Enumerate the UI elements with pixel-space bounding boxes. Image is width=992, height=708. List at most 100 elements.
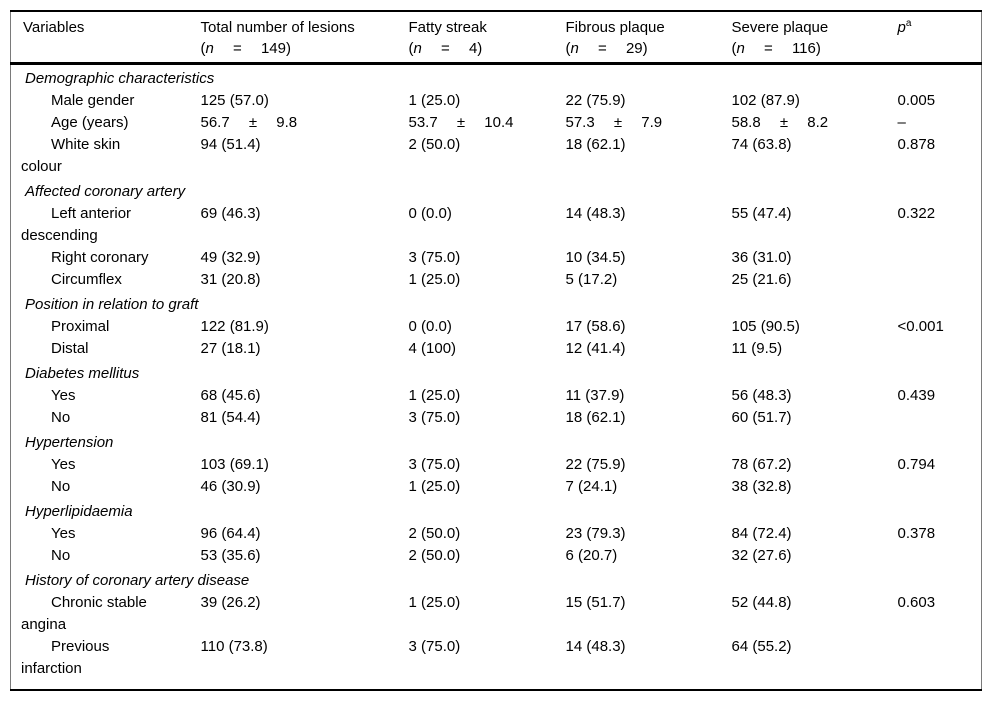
value-cell: 1 (25.0) xyxy=(408,92,461,109)
variable-cell: Proximal xyxy=(51,318,110,335)
p-value-cell xyxy=(896,636,982,690)
table-row: Chronic stable angina 39 (26.2) 1 (25.0) 15… xyxy=(11,592,982,636)
value-cell: 84 (72.4) xyxy=(731,525,792,542)
section-title: Hypertension xyxy=(25,434,114,451)
value-cell: 32 (27.6) xyxy=(731,547,792,564)
value-cell: 22 (75.9) xyxy=(565,92,626,109)
table-header: Variables Total number of lesions (n = 149… xyxy=(10,11,982,65)
section-title: Affected coronary artery xyxy=(25,183,186,200)
value-cell: 78 (67.2) xyxy=(731,456,792,473)
section-title: History of coronary artery disease xyxy=(25,572,250,589)
value-cell: 17 (58.6) xyxy=(565,318,626,335)
value-cell: 3 (75.0) xyxy=(408,638,461,655)
value-cell: 69 (46.3) xyxy=(200,205,261,222)
value-cell: 23 (79.3) xyxy=(565,525,626,542)
table-container: Variables Total number of lesions (n = 149… xyxy=(10,10,982,691)
value-cell: 105 (90.5) xyxy=(731,318,800,335)
column-header-count: (n = 149) xyxy=(200,40,291,57)
p-value-cell: 0.378 xyxy=(897,525,936,542)
p-value-cell: 0.439 xyxy=(897,387,936,404)
value-cell: 60 (51.7) xyxy=(731,409,792,426)
value-cell: 25 (21.6) xyxy=(731,271,792,288)
p-value-cell xyxy=(896,269,982,291)
value-cell: 2 (50.0) xyxy=(408,525,461,542)
p-value-cell: 0.794 xyxy=(897,456,936,473)
table-row: Right coronary 49 (32.9) 3 (75.0) 10 (34.5)… xyxy=(11,247,982,269)
table-row: Distal 27 (18.1) 4 (100) 12 (41.4) 11 (9.5) xyxy=(11,338,982,360)
section-row: Hyperlipidaemia xyxy=(11,498,982,523)
variable-cell: Yes xyxy=(51,456,76,473)
section-title: Diabetes mellitus xyxy=(25,365,140,382)
section-title: Position in relation to graft xyxy=(25,296,199,313)
column-header: Variables xyxy=(10,11,199,65)
section-title: Demographic characteristics xyxy=(25,70,215,87)
value-cell: 11 (37.9) xyxy=(565,387,625,404)
column-header: Fatty streak (n = 4) xyxy=(406,11,564,65)
table-row: Previous infarction 110 (73.8) 3 (75.0) 14 … xyxy=(11,636,982,690)
variable-cell: No xyxy=(51,478,71,495)
table-row: No 53 (35.6) 2 (50.0) 6 (20.7) 32 (27.6) xyxy=(11,545,982,567)
column-header-count: (n = 116) xyxy=(731,40,821,57)
variable-cell: White skin colour xyxy=(21,136,121,175)
column-header-label: p xyxy=(897,19,906,36)
value-cell: 36 (31.0) xyxy=(731,249,792,266)
lesion-characteristics-table: Variables Total number of lesions (n = 149… xyxy=(10,10,982,691)
value-cell: 55 (47.4) xyxy=(731,205,792,222)
table-row: Yes 68 (45.6) 1 (25.0) 11 (37.9) 56 (48.3) 0.… xyxy=(11,385,982,407)
value-cell: 5 (17.2) xyxy=(565,271,618,288)
value-cell: 103 (69.1) xyxy=(200,456,269,473)
variable-cell: Previous infarction xyxy=(21,638,110,677)
value-cell: 27 (18.1) xyxy=(200,340,261,357)
value-cell: 57.3 ± 7.9 xyxy=(565,114,663,131)
variable-cell: Right coronary xyxy=(51,249,149,266)
value-cell: 46 (30.9) xyxy=(200,478,261,495)
column-header: Severe plaque (n = 116) xyxy=(729,11,896,65)
value-cell: 6 (20.7) xyxy=(565,547,618,564)
value-cell: 3 (75.0) xyxy=(408,249,461,266)
variable-cell: Male gender xyxy=(51,92,135,109)
value-cell: 56.7 ± 9.8 xyxy=(200,114,298,131)
column-header-count: (n = 29) xyxy=(565,40,648,57)
p-value-cell xyxy=(896,338,982,360)
value-cell: 14 (48.3) xyxy=(565,205,626,222)
value-cell: 3 (75.0) xyxy=(408,456,461,473)
p-value-cell xyxy=(896,476,982,498)
table-row: Yes 96 (64.4) 2 (50.0) 23 (79.3) 84 (72.4) 0.… xyxy=(11,523,982,545)
variable-cell: No xyxy=(51,547,71,564)
column-header-count: (n = 4) xyxy=(408,40,483,57)
value-cell: 31 (20.8) xyxy=(200,271,261,288)
p-value-cell xyxy=(896,247,982,269)
table-row: Left anterior descending 69 (46.3) 0 (0.0)… xyxy=(11,203,982,247)
value-cell: 56 (48.3) xyxy=(731,387,792,404)
variable-cell: Yes xyxy=(51,525,76,542)
variable-cell: Age (years) xyxy=(51,114,129,131)
table-row: No 81 (54.4) 3 (75.0) 18 (62.1) 60 (51.7) xyxy=(11,407,982,429)
column-header-label: Variables xyxy=(23,19,85,36)
p-value-cell: 0.603 xyxy=(897,594,936,611)
p-value-cell xyxy=(896,407,982,429)
value-cell: 68 (45.6) xyxy=(200,387,261,404)
p-value-cell: 0.322 xyxy=(897,205,936,222)
section-row: History of coronary artery disease xyxy=(11,567,982,592)
value-cell: 1 (25.0) xyxy=(408,594,461,611)
value-cell: 1 (25.0) xyxy=(408,387,461,404)
value-cell: 18 (62.1) xyxy=(565,136,626,153)
value-cell: 2 (50.0) xyxy=(408,136,461,153)
value-cell: 102 (87.9) xyxy=(731,92,800,109)
value-cell: 18 (62.1) xyxy=(565,409,626,426)
value-cell: 1 (25.0) xyxy=(408,271,461,288)
table-head-row: Variables Total number of lesions (n = 149… xyxy=(10,11,982,65)
p-value-cell: <0.001 xyxy=(897,318,944,335)
column-header-label: Fatty streak xyxy=(408,19,487,36)
value-cell: 52 (44.8) xyxy=(731,594,792,611)
value-cell: 7 (24.1) xyxy=(565,478,618,495)
value-cell: 15 (51.7) xyxy=(565,594,626,611)
value-cell: 2 (50.0) xyxy=(408,547,461,564)
value-cell: 94 (51.4) xyxy=(200,136,261,153)
value-cell: 122 (81.9) xyxy=(200,318,269,335)
value-cell: 11 (9.5) xyxy=(731,340,783,357)
table-row: Yes 103 (69.1) 3 (75.0) 22 (75.9) 78 (67.2) 0… xyxy=(11,454,982,476)
p-value-cell: 0.878 xyxy=(897,136,936,153)
table-row: No 46 (30.9) 1 (25.0) 7 (24.1) 38 (32.8) xyxy=(11,476,982,498)
